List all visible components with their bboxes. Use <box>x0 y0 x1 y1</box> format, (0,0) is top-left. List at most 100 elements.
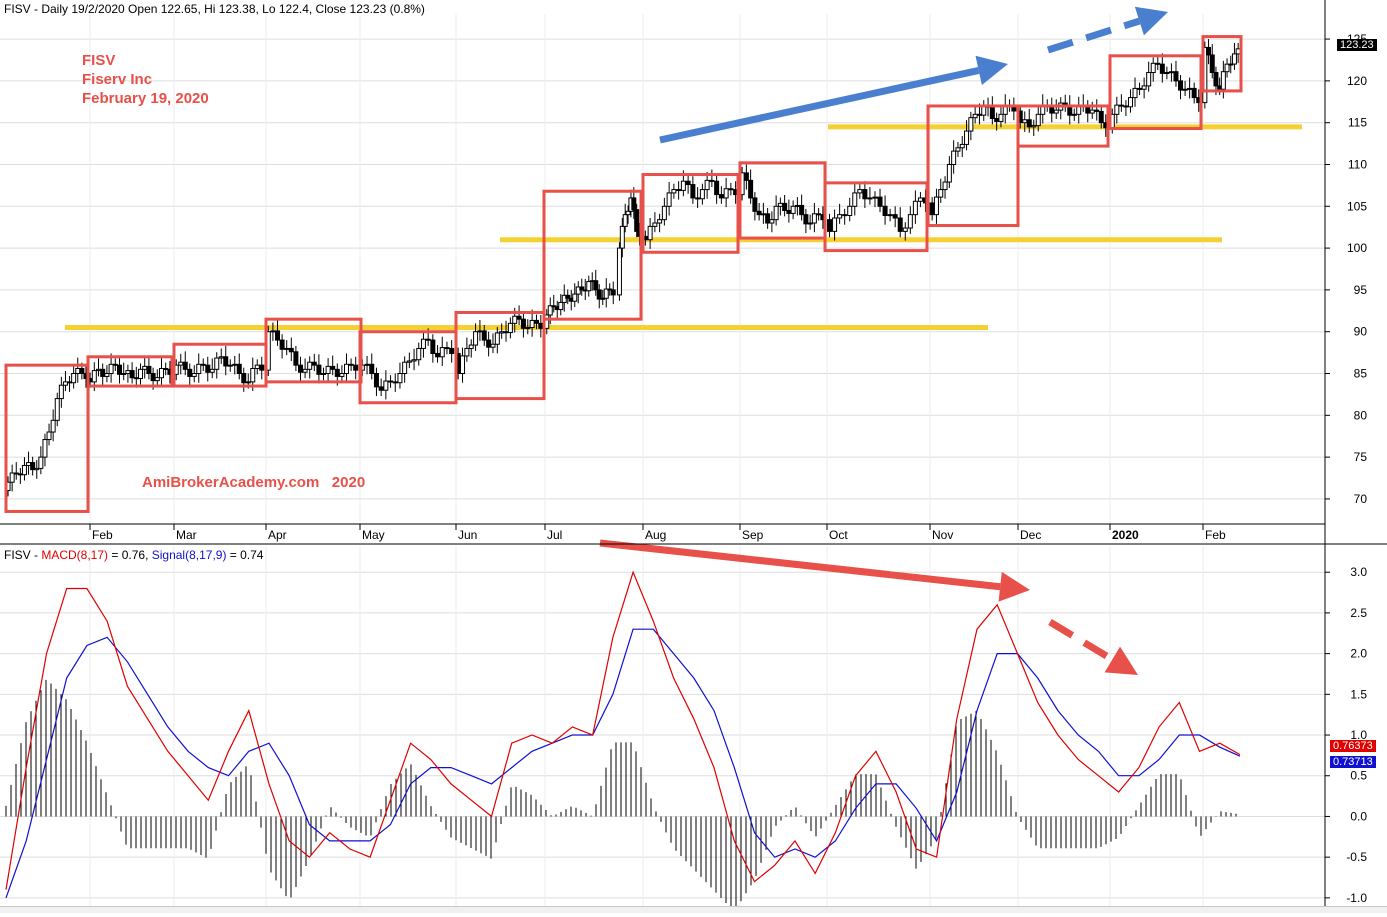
candle-body <box>507 322 513 334</box>
candle-body <box>769 219 775 224</box>
candle-body <box>486 339 492 348</box>
candle-body <box>1026 119 1032 128</box>
candle-body <box>339 373 345 377</box>
candle-body <box>311 361 317 366</box>
candle-body <box>406 360 412 363</box>
candle-body <box>439 347 445 358</box>
annotation-ticker: FISV <box>82 52 116 69</box>
candle-body <box>46 431 52 441</box>
candle-body <box>1164 72 1170 75</box>
macd-tick-label: 1.5 <box>1350 687 1367 701</box>
candle-body <box>369 363 375 375</box>
candle-body <box>200 363 206 366</box>
candle-body <box>897 217 903 232</box>
candle-body <box>516 315 522 320</box>
grid-lines <box>0 14 1325 906</box>
x-tick-label: Apr <box>268 528 287 542</box>
price-tick-label: 95 <box>1354 283 1368 297</box>
candle-body <box>154 377 160 382</box>
price-tick-label: 120 <box>1347 74 1367 88</box>
macd-header-prefix: FISV - <box>4 548 42 562</box>
candle-body <box>748 179 754 199</box>
candle-body <box>91 370 97 383</box>
candle-body <box>259 364 265 371</box>
candle-body <box>1098 110 1104 124</box>
candle-body <box>777 202 783 207</box>
candle-body <box>42 439 48 458</box>
candle-body <box>1123 105 1129 108</box>
consolidation-box <box>358 330 458 405</box>
candle-body <box>499 331 505 334</box>
candle-body <box>862 189 868 200</box>
candle-body <box>1022 119 1028 124</box>
candle-body <box>579 286 585 291</box>
candle-body <box>275 330 280 341</box>
candle-body <box>54 398 60 421</box>
candle-body <box>223 356 229 367</box>
candle-body <box>477 330 483 333</box>
signal-line <box>5 628 1241 899</box>
candle-body <box>146 365 152 375</box>
candle-body <box>1173 71 1179 82</box>
price-tick-label: 105 <box>1347 199 1367 213</box>
candle-body <box>794 204 800 207</box>
candle-body <box>661 205 667 221</box>
candle-body <box>1182 88 1188 91</box>
candle-body <box>62 381 68 386</box>
consolidation-box <box>454 310 546 401</box>
candle-body <box>435 352 441 358</box>
candle-body <box>596 289 602 300</box>
candle-body <box>782 202 788 211</box>
candle-body <box>298 364 303 373</box>
x-tick-label: Feb <box>1205 528 1226 542</box>
candle-body <box>383 380 389 391</box>
sheet-tabs[interactable] <box>0 906 1387 913</box>
candle-body <box>468 344 474 349</box>
candle-body <box>558 301 564 311</box>
candle-body <box>666 192 672 207</box>
candle-body <box>622 214 628 227</box>
candle-body <box>378 386 384 391</box>
candle-body <box>1132 87 1138 99</box>
candle-body <box>619 225 625 249</box>
candle-body <box>402 361 408 375</box>
candle-body <box>695 197 701 200</box>
candle-body <box>529 319 535 329</box>
consolidation-box <box>4 363 90 513</box>
macd-header-macd-value: = 0.76, <box>108 548 152 562</box>
candle-body <box>1089 109 1095 114</box>
candle-body <box>388 380 394 383</box>
candle-body <box>852 192 858 207</box>
candle-body <box>902 227 908 232</box>
x-tick-label: Jun <box>458 528 477 542</box>
candle-body <box>575 286 581 295</box>
candle-body <box>209 368 215 373</box>
candle-body <box>67 381 73 384</box>
candle-body <box>241 373 247 384</box>
candle-body <box>938 189 944 198</box>
x-tick-label: Mar <box>176 528 197 542</box>
macd-header: FISV - MACD(8,17) = 0.76, Signal(8,17,9)… <box>4 548 263 562</box>
candle-body <box>392 381 398 384</box>
blue-trend-arrow-head <box>975 55 1008 86</box>
candle-body <box>1168 71 1174 74</box>
candle-body <box>593 280 599 291</box>
candle-body <box>631 197 637 211</box>
candle-body <box>21 464 27 476</box>
candle-body <box>1127 97 1133 108</box>
candle-body <box>420 338 426 349</box>
macd-header-signal: Signal(8,17,9) <box>151 548 227 562</box>
candle-body <box>803 214 809 225</box>
candle-body <box>214 357 220 370</box>
candle-body <box>955 147 961 152</box>
candlesticks <box>5 39 1241 497</box>
candle-body <box>892 214 898 219</box>
candle-body <box>227 364 233 367</box>
candle-body <box>616 247 622 296</box>
candle-body <box>837 214 843 219</box>
candle-body <box>205 364 211 373</box>
x-tick-label: Jul <box>547 528 562 542</box>
consolidation-box <box>542 189 643 321</box>
candle-body <box>430 339 436 354</box>
